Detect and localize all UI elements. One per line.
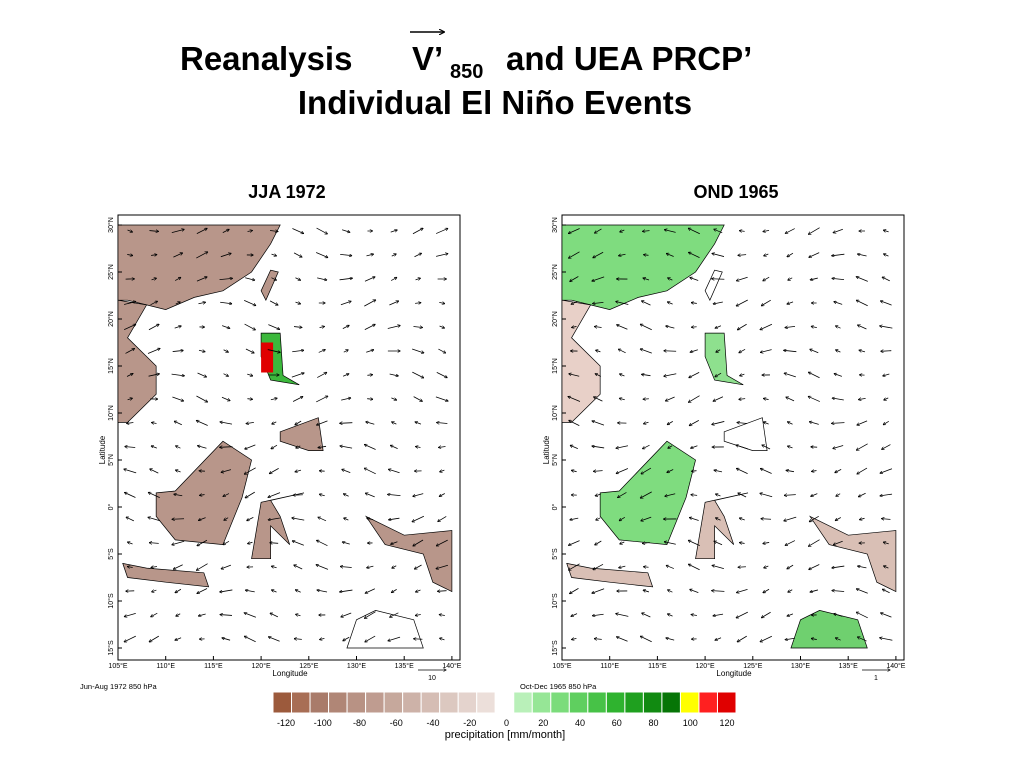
- y-tick-label: 5°N: [107, 454, 115, 466]
- y-tick-label: 5°S: [107, 548, 115, 560]
- colorbar-swatch: [421, 692, 440, 713]
- colorbar-tick-label: -40: [426, 718, 439, 728]
- y-tick-label: 5°N: [551, 454, 559, 466]
- x-tick-label: 120°E: [696, 662, 715, 670]
- colorbar-tick-label: 120: [719, 718, 734, 728]
- colorbar-swatch: [588, 692, 607, 713]
- x-tick-label: 140°E: [886, 662, 905, 670]
- colorbar-swatch: [532, 692, 551, 713]
- x-tick-label: 130°E: [347, 662, 366, 670]
- y-tick-label: 25°N: [551, 264, 559, 280]
- colorbar-tick-label: 40: [575, 718, 585, 728]
- colorbar-swatch: [347, 692, 366, 713]
- x-tick-label: 105°E: [552, 662, 571, 670]
- x-tick-label: 115°E: [648, 662, 667, 670]
- colorbar-tick-label: 60: [612, 718, 622, 728]
- x-tick-label: 140°E: [442, 662, 461, 670]
- title-vector: V’: [412, 40, 443, 77]
- reference-label: 10: [428, 675, 436, 682]
- colorbar-swatch: [440, 692, 459, 713]
- x-tick-label: 135°E: [839, 662, 858, 670]
- reference-label: 1: [874, 675, 878, 682]
- panel-title: OND 1965: [693, 182, 778, 202]
- colorbar-swatch: [384, 692, 403, 713]
- x-axis-label: Longitude: [716, 669, 752, 678]
- colorbar-swatch: [477, 692, 496, 713]
- colorbar-swatch: [569, 692, 588, 713]
- y-tick-label: 15°N: [107, 358, 115, 374]
- title-rest: and UEA PRCP’: [506, 40, 752, 77]
- wind-vector: [643, 567, 648, 568]
- y-tick-label: 10°S: [107, 593, 115, 609]
- colorbar-swatch: [403, 692, 422, 713]
- colorbar-tick-label: 20: [538, 718, 548, 728]
- y-tick-label: 15°S: [107, 640, 115, 656]
- colorbar-swatch: [625, 692, 644, 713]
- colorbar-swatch: [366, 692, 385, 713]
- colorbar-swatch: [551, 692, 570, 713]
- wind-vector: [761, 519, 771, 520]
- colorbar-swatch: [717, 692, 736, 713]
- colorbar-tick-label: 100: [683, 718, 698, 728]
- x-tick-label: 110°E: [156, 662, 175, 670]
- y-tick-label: 20°N: [551, 311, 559, 327]
- title-sub: 850: [450, 61, 483, 83]
- y-tick-label: 0°: [551, 503, 559, 510]
- y-tick-label: 10°N: [551, 405, 559, 421]
- wet-patch: [261, 343, 273, 373]
- colorbar-swatch: [680, 692, 699, 713]
- y-tick-label: 10°S: [551, 593, 559, 609]
- colorbar-swatch: [292, 692, 311, 713]
- y-axis-label: Latitude: [98, 435, 107, 464]
- title-line2: Individual El Niño Events: [298, 84, 692, 121]
- colorbar-swatch: [514, 692, 533, 713]
- colorbar-swatch: [643, 692, 662, 713]
- colorbar-swatch: [310, 692, 329, 713]
- x-tick-label: 105°E: [108, 662, 127, 670]
- x-tick-label: 135°E: [395, 662, 414, 670]
- y-tick-label: 20°N: [107, 311, 115, 327]
- colorbar-tick-label: -80: [353, 718, 366, 728]
- colorbar-tick-label: -20: [463, 718, 476, 728]
- colorbar-tick-label: -100: [314, 718, 332, 728]
- y-tick-label: 15°S: [551, 640, 559, 656]
- panel-caption: Oct-Dec 1965 850 hPa: [520, 682, 597, 691]
- colorbar-swatch: [699, 692, 718, 713]
- colorbar-swatch: [329, 692, 348, 713]
- x-tick-label: 110°E: [600, 662, 619, 670]
- colorbar-tick-label: 80: [648, 718, 658, 728]
- x-axis-label: Longitude: [272, 669, 308, 678]
- x-tick-label: 130°E: [791, 662, 810, 670]
- y-axis-label: Latitude: [542, 435, 551, 464]
- y-tick-label: 15°N: [551, 358, 559, 374]
- colorbar-tick-label: 0: [504, 718, 509, 728]
- panel-title: JJA 1972: [248, 182, 325, 202]
- colorbar-swatch: [273, 692, 292, 713]
- colorbar-label: precipitation [mm/month]: [445, 729, 565, 741]
- colorbar-swatch: [662, 692, 681, 713]
- x-tick-label: 120°E: [252, 662, 271, 670]
- y-tick-label: 5°S: [551, 548, 559, 560]
- y-tick-label: 25°N: [107, 264, 115, 280]
- colorbar: -120 -100 -80 -60 -40 -20 0 20 40 60 80 100 120: [273, 692, 736, 728]
- title-word: Reanalysis: [180, 40, 352, 77]
- y-tick-label: 30°N: [551, 217, 559, 233]
- colorbar-swatch: [458, 692, 477, 713]
- y-tick-label: 10°N: [107, 405, 115, 421]
- panel-caption: Jun-Aug 1972 850 hPa: [80, 682, 158, 691]
- colorbar-swatch: [495, 692, 514, 713]
- colorbar-swatch: [606, 692, 625, 713]
- y-tick-label: 0°: [107, 503, 115, 510]
- colorbar-tick-label: -60: [390, 718, 403, 728]
- x-tick-label: 115°E: [204, 662, 223, 670]
- y-tick-label: 30°N: [107, 217, 115, 233]
- colorbar-tick-label: -120: [277, 718, 295, 728]
